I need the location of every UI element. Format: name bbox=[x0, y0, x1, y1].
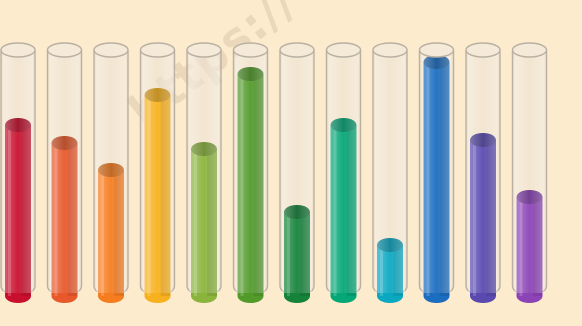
tube-7 bbox=[279, 42, 315, 303]
tube-sheen-2 bbox=[49, 50, 80, 293]
tube-10 bbox=[418, 42, 455, 304]
tube-11 bbox=[465, 42, 501, 303]
tube-6 bbox=[232, 42, 269, 304]
tube-rim-7 bbox=[279, 42, 315, 58]
tube-rim-12 bbox=[511, 42, 548, 58]
tube-3 bbox=[93, 42, 129, 303]
tube-5 bbox=[186, 42, 222, 303]
tube-rim-1 bbox=[0, 42, 36, 58]
tube-sheen-9 bbox=[375, 50, 405, 293]
tube-12 bbox=[511, 42, 548, 304]
tube-sheen-6 bbox=[235, 50, 266, 293]
tube-rim-5 bbox=[186, 42, 222, 58]
tube-sheen-12 bbox=[514, 50, 545, 293]
tube-rim-9 bbox=[372, 42, 408, 58]
tube-sheen-1 bbox=[3, 50, 33, 293]
tube-sheen-10 bbox=[421, 50, 452, 293]
tube-rim-4 bbox=[139, 42, 176, 58]
tube-sheen-7 bbox=[282, 50, 312, 293]
tube-sheen-11 bbox=[468, 50, 498, 293]
tube-rim-6 bbox=[232, 42, 269, 58]
tube-1 bbox=[0, 42, 36, 303]
tube-2 bbox=[46, 42, 83, 304]
tube-sheen-5 bbox=[189, 50, 219, 293]
tube-9 bbox=[372, 42, 408, 303]
tube-rim-8 bbox=[325, 42, 362, 58]
tube-sheen-4 bbox=[142, 50, 173, 293]
tube-rim-10 bbox=[418, 42, 455, 58]
tube-sheen-8 bbox=[328, 50, 359, 293]
tube-4 bbox=[139, 42, 176, 304]
tube-sheen-3 bbox=[96, 50, 126, 293]
tube-rim-11 bbox=[465, 42, 501, 58]
tube-rim-3 bbox=[93, 42, 129, 58]
tube-8 bbox=[325, 42, 362, 304]
tube-rim-2 bbox=[46, 42, 83, 58]
